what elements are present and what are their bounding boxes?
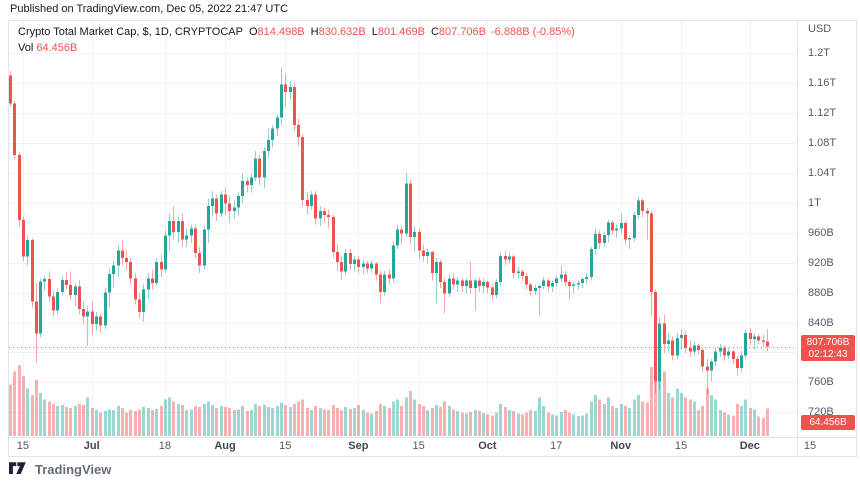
current-price: 807.706B (806, 336, 850, 348)
chart-panel: Crypto Total Market Cap, $, 1D, CRYPTOCA… (8, 20, 857, 457)
low-label: L (371, 26, 378, 38)
symbol-title[interactable]: Crypto Total Market Cap, $, 1D, CRYPTOCA… (18, 26, 243, 38)
price-tick-label: 960B (808, 226, 834, 239)
candles (9, 68, 769, 395)
time-day-label: 18 (158, 440, 171, 452)
published-bar: Published on TradingView.com, Dec 05, 20… (0, 0, 860, 20)
low-value: 801.469B (377, 26, 425, 38)
price-tick-label: 840B (808, 316, 834, 329)
price-tick-label: 880B (808, 286, 834, 299)
price-tick-label: 1.04T (808, 166, 837, 179)
time-day-label: 15 (674, 440, 688, 452)
change-value: -6.888B (-0.85%) (491, 26, 575, 38)
price-tick-label: 1.12T (808, 107, 837, 120)
time-axis[interactable]: 15 Jul 18 Aug 15 Sep 15 Oct 17 Nov 15 Dec 15 (9, 438, 856, 456)
price-tick-label: 720B (808, 406, 834, 419)
close-label: C (430, 26, 439, 38)
bar-countdown: 02:12:43 (808, 348, 848, 360)
high-value: 830.632B (318, 26, 366, 38)
price-tick-label: 1.16T (808, 77, 837, 90)
time-month-label: Aug (214, 440, 236, 452)
chart-legend: Crypto Total Market Cap, $, 1D, CRYPTOCA… (18, 26, 575, 54)
volume-label[interactable]: Vol (18, 42, 34, 54)
tradingview-attribution[interactable]: TradingView (9, 459, 111, 479)
time-day-label: 15 (16, 440, 30, 452)
price-axis-separator (797, 21, 798, 456)
time-month-label: Sep (348, 440, 369, 452)
price-axis[interactable]: USD 807.706B 02:12:43 64.456B 1.2T 1.16T 1… (798, 21, 856, 437)
time-month-label: Nov (610, 440, 632, 452)
volume-value: 64.456B (36, 42, 78, 54)
price-tick-label: 1.08T (808, 136, 837, 149)
tradingview-logo-icon (9, 461, 26, 474)
time-month-label: Jul (83, 440, 100, 452)
time-day-label: 17 (550, 440, 563, 452)
volume-badge: 64.456B (801, 415, 855, 430)
published-text: Published on TradingView.com, Dec 05, 20… (10, 3, 289, 15)
tradingview-logo-text: TradingView (35, 461, 112, 477)
price-tick-label: 920B (808, 256, 834, 269)
currency-label: USD (808, 23, 832, 35)
grid-lines (9, 21, 797, 437)
volume-bars (9, 330, 769, 436)
high-label: H (310, 26, 319, 38)
price-tick-label: 760B (808, 376, 834, 389)
time-day-label: 15 (279, 440, 292, 452)
close-value: 807.706B (438, 26, 487, 38)
price-tick-label: 1.2T (808, 47, 831, 60)
time-axis-separator (9, 437, 856, 438)
price-tick-label: 1T (808, 196, 821, 209)
time-day-label: 15 (803, 440, 817, 452)
time-month-label: Oct (478, 440, 497, 452)
open-label: O (248, 26, 258, 38)
open-value: 814.498B (257, 26, 305, 38)
price-chart[interactable] (9, 21, 797, 437)
time-month-label: Dec (739, 440, 760, 452)
time-day-label: 15 (412, 440, 425, 452)
current-price-badge: 807.706B 02:12:43 (801, 334, 855, 361)
